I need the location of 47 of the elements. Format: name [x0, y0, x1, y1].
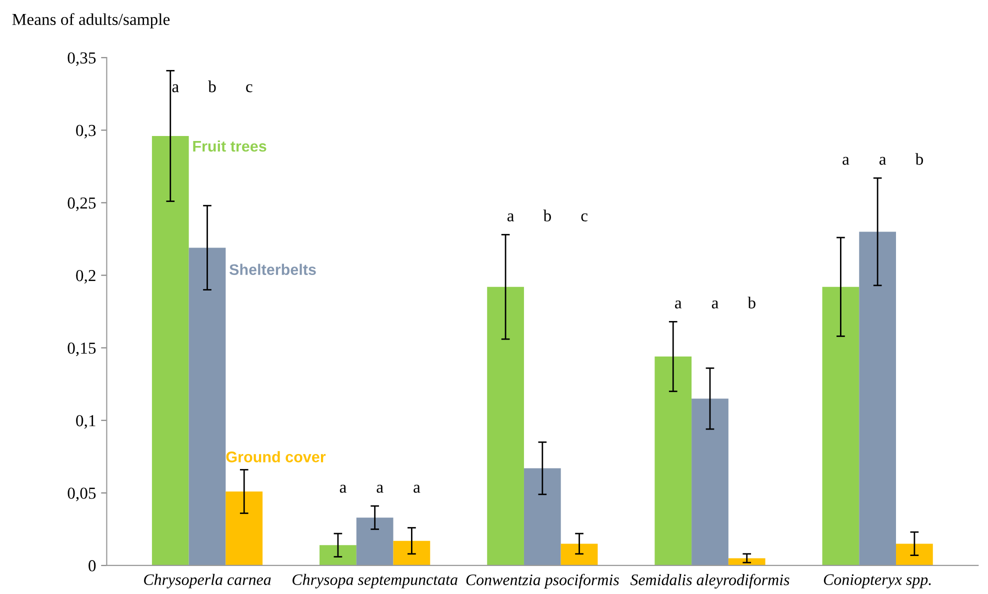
bar [896, 544, 933, 566]
bar [393, 540, 430, 566]
annotation: a [879, 156, 886, 165]
x-tick-label: Coniopteryx spp. [824, 574, 931, 588]
series-label: Shelterbelts [229, 264, 316, 276]
y-axis-title: Means of adults/sample [12, 13, 170, 28]
annotation: b [543, 210, 551, 222]
annotation: a [675, 300, 682, 308]
series-label: Fruit trees [193, 140, 266, 152]
bar [859, 232, 896, 566]
bar [226, 491, 263, 566]
bar [487, 286, 524, 566]
bar [692, 398, 728, 566]
x-tick-label: Semidalis aleyrodiformis [630, 574, 790, 589]
annotation: b [748, 296, 756, 308]
y-tick-label: 0,05 [68, 488, 96, 502]
bar [822, 286, 860, 566]
bar [524, 468, 561, 566]
annotation: a [376, 484, 384, 493]
bar [188, 248, 226, 566]
y-tick-label: 0,1 [76, 415, 96, 429]
annotation: a [414, 484, 420, 493]
y-tick-label: 0,35 [68, 52, 96, 66]
y-tick-label: 0,25 [68, 197, 96, 212]
y-tick-label: 0,3 [76, 124, 96, 139]
annotation: a [507, 213, 514, 222]
annotation: a [712, 300, 718, 308]
series-label: Ground cover [226, 451, 326, 462]
y-tick-label: 0,2 [76, 270, 96, 284]
annotation: a [172, 84, 179, 92]
bar [728, 558, 766, 566]
bar [356, 518, 394, 566]
annotation: b [915, 153, 923, 165]
bar [654, 356, 692, 566]
annotation: a [340, 484, 346, 493]
annotation: c [581, 213, 588, 222]
bar [560, 544, 598, 566]
bar [152, 136, 189, 566]
y-tick-label: 0,15 [68, 342, 96, 356]
annotation: c [246, 84, 252, 92]
x-tick-label: Conwentzia psociformis [466, 574, 619, 588]
x-tick-label: Chrysopa septempunctata [292, 574, 458, 588]
x-tick-label: Chrysoperla carnea [144, 574, 271, 588]
annotation: b [208, 80, 216, 92]
annotation: a [842, 156, 850, 165]
y-tick-label: 0 [88, 560, 96, 572]
bar [320, 545, 356, 566]
